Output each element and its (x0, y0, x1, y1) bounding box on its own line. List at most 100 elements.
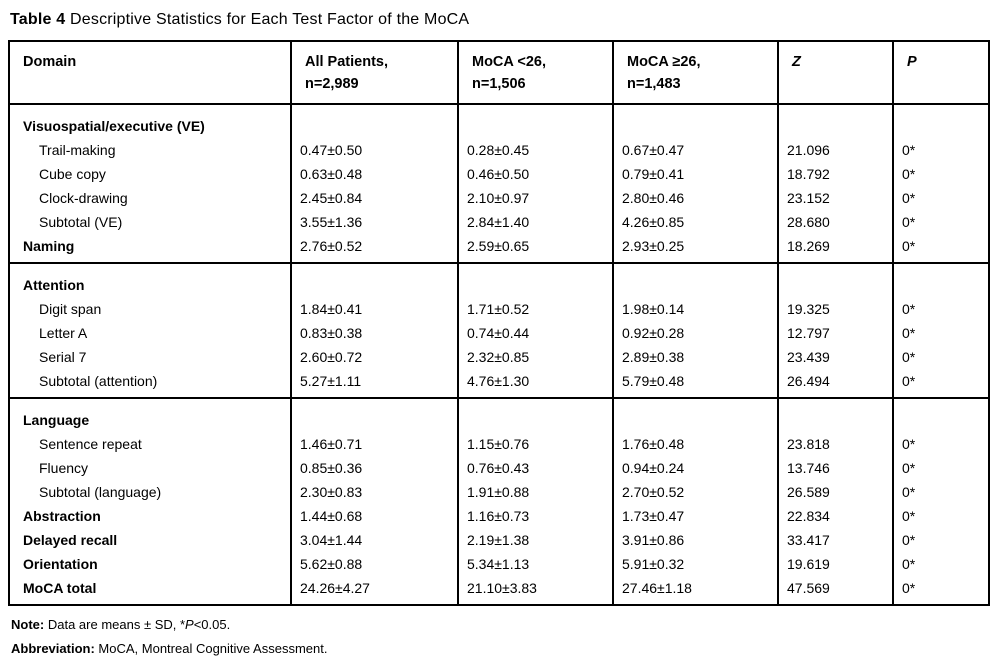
value-cell: 2.80±0.46 (612, 186, 778, 210)
column-header-line1: MoCA ≥26, (627, 54, 701, 70)
domain-cell: Naming (23, 238, 75, 254)
column-header-line2: n=1,506 (472, 76, 526, 92)
table-row: Abstraction 1.44±0.68 1.16±0.73 1.73±0.47 22… (9, 504, 989, 528)
value-cell: 23.152 (777, 186, 893, 210)
value-cell: 1.73±0.47 (612, 504, 778, 528)
footnotes: Note: Data are means ± SD, *P<0.05. Abbr… (11, 613, 1003, 661)
value-cell (457, 104, 613, 138)
domain-cell: Delayed recall (23, 532, 118, 548)
value-cell: 0.85±0.36 (290, 456, 458, 480)
table-row: Orientation 5.62±0.88 5.34±1.13 5.91±0.32 19… (9, 552, 989, 576)
value-cell (612, 263, 778, 297)
value-cell: 0* (892, 186, 989, 210)
column-header-line1: Domain (23, 54, 77, 70)
value-cell: 5.34±1.13 (457, 552, 613, 576)
value-cell: 28.680 (777, 210, 893, 234)
table-row: Subtotal (language) 2.30±0.83 1.91±0.88 2.7… (9, 480, 989, 504)
value-cell: 1.91±0.88 (457, 480, 613, 504)
domain-cell: Visuospatial/executive (VE) (23, 118, 205, 134)
value-cell: 0* (892, 138, 989, 162)
value-cell: 24.26±4.27 (290, 576, 458, 605)
value-cell: 0.74±0.44 (457, 321, 613, 345)
value-cell: 3.55±1.36 (290, 210, 458, 234)
table-row: Language (9, 398, 989, 432)
abbreviation-text: MoCA, Montreal Cognitive Assessment. (98, 641, 328, 656)
domain-cell: Letter A (39, 325, 88, 341)
table-row: MoCA total 24.26±4.27 21.10±3.83 27.46±1.18… (9, 576, 989, 605)
value-cell: 0.46±0.50 (457, 162, 613, 186)
value-cell (612, 398, 778, 432)
column-header-line1: P (907, 54, 917, 70)
abbreviation-label: Abbreviation: (11, 641, 95, 656)
value-cell: 0* (892, 528, 989, 552)
table-section: Attention Digit span 1.84±0.41 1.71±0.52 1.9… (9, 263, 989, 398)
table-row: Attention (9, 263, 989, 297)
value-cell: 0* (892, 456, 989, 480)
table-row: Sentence repeat 1.46±0.71 1.15±0.76 1.76±0.… (9, 432, 989, 456)
column-header-line1: MoCA <26, (472, 54, 546, 70)
domain-cell: Subtotal (language) (39, 484, 162, 500)
table-row: Visuospatial/executive (VE) (9, 104, 989, 138)
column-header-line1: Z (792, 54, 801, 70)
value-cell: 5.27±1.11 (290, 369, 458, 398)
column-header: MoCA <26, n=1,506 (457, 41, 613, 104)
domain-cell: Serial 7 (39, 349, 87, 365)
value-cell: 2.89±0.38 (612, 345, 778, 369)
value-cell: 0.79±0.41 (612, 162, 778, 186)
value-cell (290, 104, 458, 138)
domain-cell: Digit span (39, 301, 102, 317)
note-p-symbol: P (185, 617, 194, 632)
value-cell: 5.62±0.88 (290, 552, 458, 576)
column-header: All Patients, n=2,989 (290, 41, 458, 104)
column-header: Domain (9, 41, 291, 104)
domain-cell: Cube copy (39, 166, 106, 182)
value-cell: 4.26±0.85 (612, 210, 778, 234)
value-cell: 2.45±0.84 (290, 186, 458, 210)
table-row: Subtotal (attention) 5.27±1.11 4.76±1.30 5.… (9, 369, 989, 398)
value-cell: 0.28±0.45 (457, 138, 613, 162)
note-text: Data are means ± SD, * (47, 617, 186, 632)
value-cell (290, 398, 458, 432)
value-cell: 0* (892, 162, 989, 186)
value-cell (777, 263, 893, 297)
table-row: Cube copy 0.63±0.48 0.46±0.50 0.79±0.41 18.7… (9, 162, 989, 186)
value-cell: 0* (892, 369, 989, 398)
value-cell: 2.60±0.72 (290, 345, 458, 369)
value-cell: 26.589 (777, 480, 893, 504)
value-cell: 0* (892, 576, 989, 605)
value-cell: 0* (892, 321, 989, 345)
table-row: Clock-drawing 2.45±0.84 2.10±0.97 2.80±0.46… (9, 186, 989, 210)
domain-cell: MoCA total (23, 580, 97, 596)
value-cell: 2.84±1.40 (457, 210, 613, 234)
value-cell (457, 263, 613, 297)
note-label: Note: (11, 617, 45, 632)
value-cell: 26.494 (777, 369, 893, 398)
value-cell: 18.792 (777, 162, 893, 186)
domain-cell: Subtotal (attention) (39, 373, 158, 389)
value-cell: 1.98±0.14 (612, 297, 778, 321)
value-cell: 5.91±0.32 (612, 552, 778, 576)
statistics-table: Domain All Patients, n=2,989 MoCA <26, n=1,5… (8, 40, 990, 606)
table-row: Letter A 0.83±0.38 0.74±0.44 0.92±0.28 12.79… (9, 321, 989, 345)
column-header-line2: n=2,989 (305, 76, 359, 92)
abbreviation: Abbreviation: MoCA, Montreal Cognitive A… (11, 637, 1003, 661)
value-cell: 0* (892, 480, 989, 504)
column-header-line2: n=1,483 (627, 76, 681, 92)
value-cell: 0.47±0.50 (290, 138, 458, 162)
value-cell: 3.04±1.44 (290, 528, 458, 552)
table-title: Table 4 Descriptive Statistics for Each … (10, 10, 1003, 30)
value-cell: 27.46±1.18 (612, 576, 778, 605)
table-section: Language Sentence repeat 1.46±0.71 1.15±0.7… (9, 398, 989, 605)
value-cell: 0* (892, 297, 989, 321)
note: Note: Data are means ± SD, *P<0.05. (11, 613, 1003, 637)
column-header-line1: All Patients, (305, 54, 388, 70)
value-cell: 2.70±0.52 (612, 480, 778, 504)
table-row: Naming 2.76±0.52 2.59±0.65 2.93±0.25 18.269 0… (9, 234, 989, 263)
value-cell: 0.94±0.24 (612, 456, 778, 480)
table-row: Fluency 0.85±0.36 0.76±0.43 0.94±0.24 13.746… (9, 456, 989, 480)
value-cell: 0.83±0.38 (290, 321, 458, 345)
value-cell: 13.746 (777, 456, 893, 480)
note-text-2: <0.05. (193, 617, 231, 632)
value-cell: 1.15±0.76 (457, 432, 613, 456)
value-cell: 21.096 (777, 138, 893, 162)
